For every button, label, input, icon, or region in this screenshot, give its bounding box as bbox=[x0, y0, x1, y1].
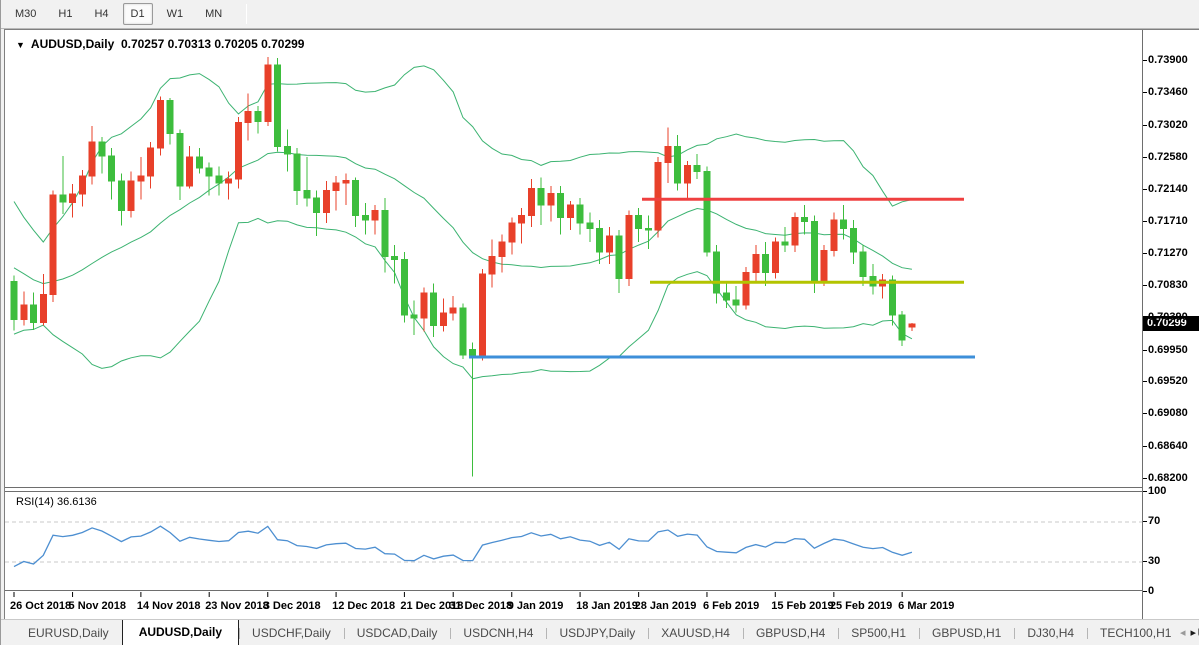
date-tick-label: 3 Dec 2018 bbox=[264, 600, 321, 612]
date-tick-label: 6 Feb 2019 bbox=[703, 600, 759, 612]
chart-tab-usdcad-daily[interactable]: USDCAD,Daily bbox=[343, 622, 451, 645]
chart-tab-bar: EURUSD,Daily AUDUSD,Daily USDCHF,Daily USDC… bbox=[1, 619, 1199, 645]
date-tick-label: 14 Nov 2018 bbox=[137, 600, 201, 612]
price-axis-label: 0.71270 bbox=[1143, 246, 1188, 259]
timeframe-button-m30[interactable]: M30 bbox=[15, 8, 37, 20]
price-axis-label: 0.70390 bbox=[1143, 311, 1188, 324]
tab-scroll-left-icon[interactable]: ◂ bbox=[1179, 627, 1186, 639]
tab-scroll-controls: ◂ ▸ bbox=[1175, 626, 1196, 640]
chart-tab-usdcnh-h4[interactable]: USDCNH,H4 bbox=[450, 622, 546, 645]
price-axis[interactable]: 0.70299 0.73900 0.73460 0.73020 0.72580 0.72… bbox=[1142, 30, 1199, 620]
chart-tab-xauusd-h4[interactable]: XAUUSD,H4 bbox=[648, 622, 743, 645]
date-tick-label: 28 Jan 2019 bbox=[635, 600, 697, 612]
chart-tab-usdchf-daily[interactable]: USDCHF,Daily bbox=[239, 622, 344, 645]
date-tick-label: 18 Jan 2019 bbox=[576, 600, 638, 612]
timeframe-button-w1[interactable]: W1 bbox=[166, 8, 184, 20]
rsi-axis-label: 30 bbox=[1142, 555, 1161, 567]
date-tick-label: 26 Oct 2018 bbox=[10, 600, 71, 612]
chart-title: ▼ AUDUSD,Daily 0.70257 0.70313 0.70205 0.… bbox=[16, 37, 304, 51]
chart-tab-dj30-h4[interactable]: DJ30,H4 bbox=[1014, 622, 1087, 645]
price-axis-label: 0.73460 bbox=[1143, 86, 1188, 99]
price-axis-label: 0.73020 bbox=[1143, 118, 1188, 131]
price-axis-label: 0.69080 bbox=[1143, 407, 1188, 420]
time-axis[interactable]: 26 Oct 2018 5 Nov 2018 14 Nov 2018 23 Nov 2… bbox=[5, 592, 1142, 619]
price-chart-canvas[interactable] bbox=[5, 30, 1142, 488]
price-axis-label: 0.70830 bbox=[1143, 279, 1188, 292]
price-axis-label: 0.68640 bbox=[1143, 439, 1188, 452]
date-tick-label: 5 Nov 2018 bbox=[69, 600, 126, 612]
chart-tab-eurusd-daily[interactable]: EURUSD,Daily bbox=[28, 626, 109, 640]
rsi-line bbox=[13, 525, 913, 568]
rsi-current-value: 36.6136 bbox=[56, 496, 97, 508]
price-axis-label: 0.69520 bbox=[1143, 375, 1188, 388]
price-axis-label: 0.72140 bbox=[1143, 183, 1188, 196]
rsi-name: RSI(14) bbox=[16, 496, 54, 508]
rsi-indicator-pane[interactable] bbox=[5, 491, 1142, 591]
current-price-badge: 0.70299 bbox=[1143, 316, 1199, 332]
toolbar-separator bbox=[246, 4, 248, 24]
date-tick-label: 23 Nov 2018 bbox=[205, 600, 269, 612]
price-axis-label: 0.71710 bbox=[1143, 214, 1188, 227]
timeframe-toolbar: M30 H1 H4 D1 W1 MN bbox=[1, 0, 1199, 29]
price-axis-label: 0.69950 bbox=[1143, 343, 1188, 356]
rsi-axis-label: 100 bbox=[1142, 485, 1167, 497]
price-axis-label: 0.73900 bbox=[1143, 54, 1188, 66]
chart-ohlc-values: 0.70257 0.70313 0.70205 0.70299 bbox=[120, 37, 305, 51]
date-tick-label: 21 Dec 2018 bbox=[400, 600, 463, 612]
bollinger-middle-band bbox=[13, 151, 912, 285]
date-tick-label: 15 Feb 2019 bbox=[771, 600, 833, 612]
pane-splitter[interactable] bbox=[5, 489, 1199, 491]
timeframe-button-d1[interactable]: D1 bbox=[122, 3, 153, 25]
date-tick-label: 9 Jan 2019 bbox=[508, 600, 564, 612]
date-tick-label: 31 Dec 2018 bbox=[449, 600, 512, 612]
chart-tab-gbpusd-h4[interactable]: GBPUSD,H4 bbox=[742, 622, 838, 645]
price-axis-label: 0.68200 bbox=[1143, 472, 1188, 484]
chart-tab-usdjpy-daily[interactable]: USDJPY,Daily bbox=[546, 622, 648, 645]
bollinger-upper-band bbox=[13, 65, 913, 243]
chart-tab-gbpusd-h1[interactable]: GBPUSD,H1 bbox=[919, 622, 1014, 645]
price-chart-pane[interactable] bbox=[5, 30, 1142, 488]
tab-scroll-right-icon[interactable]: ▸ bbox=[1190, 627, 1196, 639]
timeframe-button-h4[interactable]: H4 bbox=[94, 8, 109, 20]
timeframe-button-h1[interactable]: H1 bbox=[58, 8, 73, 20]
candlestick-series bbox=[10, 57, 916, 477]
rsi-canvas[interactable] bbox=[5, 492, 1142, 592]
date-tick-label: 25 Feb 2019 bbox=[830, 600, 892, 612]
rsi-indicator-label: RSI(14) 36.6136 bbox=[16, 496, 97, 508]
bollinger-lower-band bbox=[13, 217, 913, 380]
chart-window: ▼ AUDUSD,Daily 0.70257 0.70313 0.70205 0.… bbox=[4, 29, 1199, 620]
date-tick-label: 6 Mar 2019 bbox=[898, 600, 954, 612]
timeframe-button-mn[interactable]: MN bbox=[205, 8, 223, 20]
chart-tab-audusd-daily[interactable]: AUDUSD,Daily bbox=[121, 620, 240, 645]
date-tick-label: 12 Dec 2018 bbox=[332, 600, 395, 612]
chart-symbol-timeframe: AUDUSD,Daily bbox=[30, 37, 115, 51]
chart-tab-sp500-h1[interactable]: SP500,H1 bbox=[838, 622, 919, 645]
rsi-axis-label: 0 bbox=[1142, 585, 1155, 597]
chart-tab-tech100-h1[interactable]: TECH100,H1 bbox=[1087, 622, 1184, 645]
chart-dropdown-caret[interactable]: ▼ bbox=[16, 40, 25, 50]
rsi-axis-label: 70 bbox=[1142, 515, 1161, 527]
price-axis-label: 0.72580 bbox=[1143, 150, 1188, 163]
